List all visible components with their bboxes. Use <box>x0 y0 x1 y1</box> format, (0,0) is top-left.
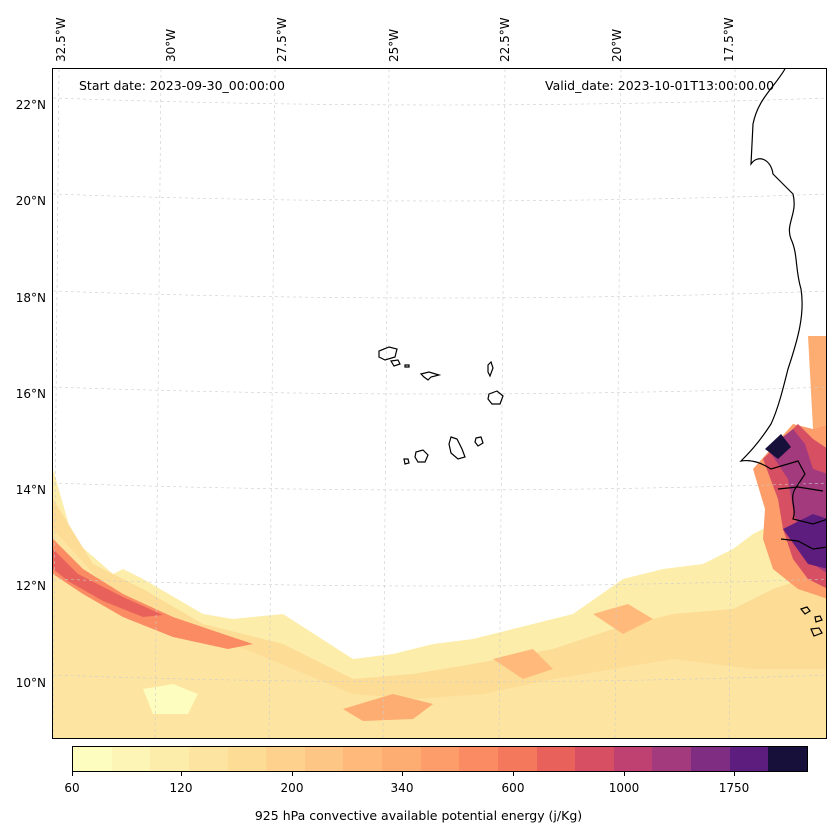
colorbar-tick <box>72 772 73 776</box>
colorbar-swatch <box>497 747 537 771</box>
gambia-river <box>777 486 824 492</box>
lon-label: 27.5°W <box>275 17 289 62</box>
cape-band-mid-low <box>53 529 826 738</box>
cape-verde-boa-vista <box>487 390 504 405</box>
guinea-bissau-coast <box>780 538 826 550</box>
colorbar-swatch <box>613 747 653 771</box>
meridian-line <box>154 69 162 738</box>
cape-coast-max <box>783 514 826 569</box>
meridian-line <box>614 69 622 738</box>
lon-label: 20°W <box>610 28 624 62</box>
parallel-line <box>53 482 826 491</box>
colorbar-swatch <box>382 747 421 771</box>
colorbar-swatch <box>343 747 382 771</box>
cape-verde-sao-nicolau <box>419 371 442 381</box>
colorbar-swatch <box>111 747 151 771</box>
cape-verde-brava <box>403 458 410 465</box>
coastlines <box>378 69 826 637</box>
cape-verde-santo-antao <box>378 346 398 361</box>
start-date-label: Start date: 2023-09-30_00:00:00 <box>79 78 285 93</box>
cape-southwest-core <box>53 549 163 617</box>
colorbar-tick-label: 340 <box>390 781 414 795</box>
colorbar-swatch <box>691 747 730 771</box>
bijagos-islands <box>799 606 823 637</box>
map-area[interactable] <box>52 68 827 739</box>
cape-gap <box>143 684 198 714</box>
lon-label: 30°W <box>164 28 178 62</box>
valid-date-label: Valid_date: 2023-10-01T13:00:00.00 <box>545 78 775 93</box>
colorbar-tick <box>513 772 514 776</box>
lat-label: 10°N <box>15 676 46 690</box>
colorbar-swatch <box>73 747 112 771</box>
cape-south-pocket <box>493 649 553 679</box>
colorbar-swatch <box>266 747 305 771</box>
meridian-line <box>53 69 60 738</box>
colorbar <box>72 746 808 772</box>
lon-label: 32.5°W <box>54 17 68 62</box>
parallel-line <box>53 193 826 202</box>
colorbar-tick-label: 60 <box>64 781 80 795</box>
cape-verde-sao-vicente <box>390 359 401 367</box>
cape-verde-santiago <box>448 436 466 460</box>
cape-verde-santa-luzia <box>404 364 410 368</box>
colorbar-swatch <box>420 747 460 771</box>
lat-label: 20°N <box>15 194 46 208</box>
parallel-line <box>53 290 826 299</box>
colorbar-swatch <box>227 747 267 771</box>
west-africa-coastline <box>739 69 826 525</box>
colorbar-tick <box>402 772 403 776</box>
colorbar-swatch <box>150 747 189 771</box>
colorbar-tick-label: 200 <box>280 781 304 795</box>
parallel-line <box>53 578 826 587</box>
cape-coast-north <box>808 336 826 429</box>
meridian-line <box>498 69 506 738</box>
colorbar-swatch <box>729 747 769 771</box>
colorbar-swatch <box>652 747 691 771</box>
parallel-line <box>53 97 826 106</box>
meridian-line <box>268 69 276 738</box>
lon-label: 22.5°W <box>498 17 512 62</box>
cape-verde-sal <box>487 360 494 378</box>
meridian-line <box>382 69 390 738</box>
colorbar-swatch <box>304 747 344 771</box>
parallel-line <box>53 386 826 395</box>
colorbar-title: 925 hPa convective available potential e… <box>254 808 583 823</box>
map-canvas <box>53 69 826 738</box>
colorbar-swatch <box>459 747 498 771</box>
cape-field <box>53 336 826 738</box>
colorbar-tick-label: 1000 <box>608 781 640 795</box>
meridian-line <box>728 69 736 738</box>
lat-label: 14°N <box>15 483 46 497</box>
parallel-line <box>53 674 826 683</box>
colorbar-swatch <box>188 747 228 771</box>
cape-verde-fogo <box>414 449 429 463</box>
colorbar-tick-label: 120 <box>169 781 193 795</box>
colorbar-swatch <box>575 747 614 771</box>
colorbar-tick-label: 600 <box>501 781 525 795</box>
colorbar-tick-label: 1750 <box>718 781 750 795</box>
lat-label: 22°N <box>15 98 46 112</box>
colorbar-tick <box>624 772 625 776</box>
cape-south-pocket <box>593 604 653 634</box>
colorbar-tick <box>292 772 293 776</box>
lat-label: 16°N <box>15 387 46 401</box>
cape-south-pocket <box>343 694 433 721</box>
colorbar-swatch <box>536 747 576 771</box>
lat-label: 12°N <box>15 579 46 593</box>
colorbar-tick <box>734 772 735 776</box>
cape-verde-maio <box>474 436 484 447</box>
lon-label: 25°W <box>387 28 401 62</box>
lat-label: 18°N <box>15 291 46 305</box>
lon-label: 17.5°W <box>722 17 736 62</box>
colorbar-swatch <box>768 747 807 771</box>
colorbar-tick <box>181 772 182 776</box>
gridlines <box>53 69 826 738</box>
cape-coast-max <box>765 434 791 459</box>
